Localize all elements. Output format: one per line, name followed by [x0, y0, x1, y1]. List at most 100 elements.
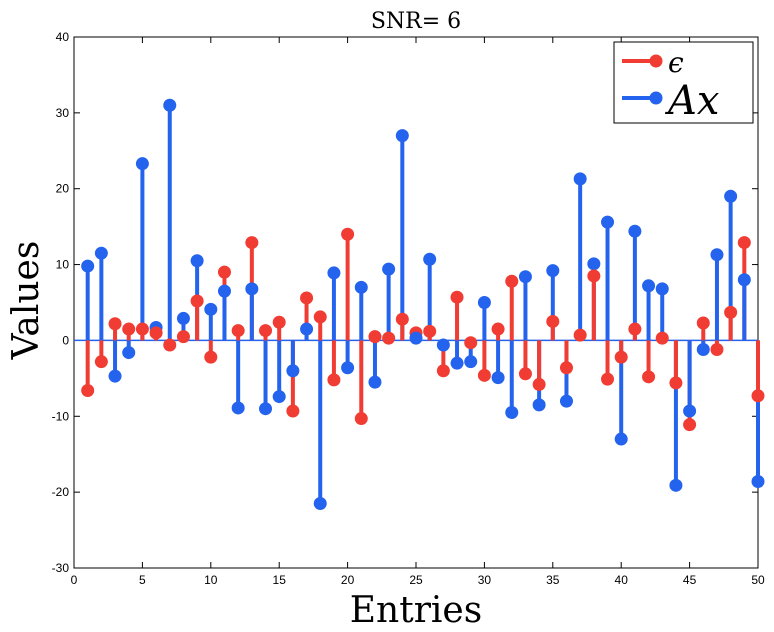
stem-marker-ax — [341, 361, 355, 375]
x-tick-label: 0 — [71, 573, 78, 587]
stem-marker-ax — [464, 355, 478, 369]
stem-marker-ax — [382, 262, 396, 276]
stem-marker-epsilon — [368, 330, 382, 344]
y-tick-label: -20 — [52, 485, 70, 499]
stem-marker-epsilon — [190, 294, 204, 308]
stem-marker-ax — [532, 398, 546, 412]
stem-marker-ax — [450, 356, 464, 370]
legend: ϵ Ax — [613, 41, 754, 124]
legend-label-ax: Ax — [664, 78, 719, 124]
stem-marker-epsilon — [477, 368, 491, 382]
stem-marker-epsilon — [587, 269, 601, 283]
stem-marker-ax — [94, 246, 108, 260]
stem-marker-epsilon — [518, 367, 532, 381]
stem-marker-ax — [559, 394, 573, 408]
stem-marker-epsilon — [245, 236, 259, 250]
x-tick-label: 5 — [139, 573, 146, 587]
stem-marker-ax — [628, 224, 642, 238]
stem-marker-epsilon — [737, 236, 751, 250]
x-tick-label: 45 — [683, 573, 697, 587]
stem-marker-epsilon — [176, 330, 190, 344]
x-tick-label: 30 — [478, 573, 492, 587]
stem-marker-ax — [108, 369, 122, 383]
stem-marker-ax — [505, 405, 519, 419]
stem-marker-epsilon — [313, 310, 327, 324]
stem-marker-epsilon — [696, 316, 710, 330]
stem-marker-epsilon — [341, 227, 355, 241]
stem-marker-ax — [259, 402, 273, 416]
y-axis-label: Values — [6, 241, 47, 361]
stem-marker-epsilon — [601, 372, 615, 386]
stem-marker-epsilon — [231, 324, 245, 338]
stem-marker-ax — [436, 338, 450, 352]
stem-marker-epsilon — [546, 314, 560, 328]
stem-marker-ax — [300, 322, 314, 336]
stem-marker-epsilon — [450, 290, 464, 304]
stem-marker-epsilon — [354, 412, 368, 426]
y-tick-label: 20 — [56, 182, 70, 196]
stem-marker-epsilon — [655, 331, 669, 345]
stem-marker-ax — [669, 478, 683, 492]
stem-marker-epsilon — [327, 373, 341, 387]
stem-marker-ax — [286, 364, 300, 378]
stem-marker-ax — [368, 375, 382, 389]
stem-marker-ax — [204, 302, 218, 316]
stem-marker-epsilon — [559, 361, 573, 375]
stem-marker-ax — [601, 215, 615, 229]
y-tick-label: -10 — [52, 409, 70, 423]
stem-marker-ax — [122, 346, 136, 360]
stem-marker-ax — [327, 266, 341, 280]
y-tick-label: 40 — [56, 30, 70, 44]
stem-marker-ax — [313, 497, 327, 511]
x-tick-label: 35 — [546, 573, 560, 587]
stem-marker-ax — [546, 264, 560, 278]
stem-marker-epsilon — [573, 328, 587, 342]
legend-box — [613, 41, 754, 124]
stem-marker-epsilon — [642, 370, 656, 384]
stem-marker-ax — [724, 189, 738, 203]
x-tick-label: 25 — [409, 573, 423, 587]
stem-marker-ax — [573, 172, 587, 186]
x-tick-label: 15 — [273, 573, 287, 587]
stem-marker-epsilon — [491, 322, 505, 336]
stem-marker-epsilon — [94, 355, 108, 369]
stem-marker-epsilon — [710, 343, 724, 357]
y-tick-label: 0 — [62, 333, 69, 347]
stem-marker-epsilon — [286, 404, 300, 418]
stem-marker-ax — [81, 259, 95, 273]
stem-marker-ax — [423, 252, 437, 266]
stem-marker-epsilon — [395, 312, 409, 326]
stem-marker-epsilon — [382, 331, 396, 345]
legend-marker-ax — [649, 91, 663, 105]
stem-marker-epsilon — [108, 317, 122, 331]
stem-marker-ax — [710, 248, 724, 262]
stem-marker-ax — [245, 282, 259, 296]
stem-marker-ax — [190, 254, 204, 268]
stem-marker-ax — [696, 343, 710, 357]
x-tick-label: 20 — [341, 573, 355, 587]
stem-marker-ax — [587, 257, 601, 271]
stem-marker-epsilon — [300, 291, 314, 305]
x-tick-label: 10 — [204, 573, 218, 587]
stem-marker-epsilon — [135, 322, 149, 336]
stem-marker-ax — [217, 284, 231, 298]
stem-marker-ax — [614, 432, 628, 446]
y-tick-label: 10 — [56, 258, 70, 272]
legend-label-epsilon: ϵ — [668, 46, 684, 79]
stem-marker-epsilon — [464, 336, 478, 350]
stem-marker-epsilon — [724, 305, 738, 319]
stem-marker-ax — [272, 390, 286, 404]
stem-marker-epsilon — [614, 350, 628, 364]
stem-marker-epsilon — [81, 383, 95, 397]
axis-ticks: 0 5 10 15 20 25 30 35 40 45 50 -30 -20 -10 0 10 20 30 40 — [52, 30, 765, 587]
stem-marker-epsilon — [217, 265, 231, 279]
stem-marker-ax — [354, 280, 368, 294]
stem-marker-ax — [751, 475, 765, 489]
stem-marker-ax — [477, 296, 491, 309]
y-tick-label: -30 — [52, 561, 70, 575]
stem-marker-epsilon — [163, 338, 177, 352]
stem-marker-ax — [683, 404, 697, 418]
x-axis-label: Entries — [350, 590, 482, 631]
stem-marker-epsilon — [204, 350, 218, 364]
x-tick-label: 50 — [751, 573, 765, 587]
